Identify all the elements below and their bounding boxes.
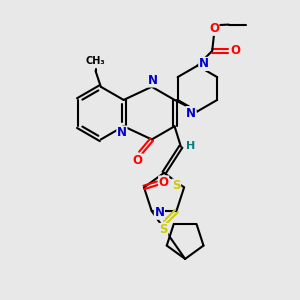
Text: N: N — [117, 126, 127, 139]
Text: O: O — [209, 22, 219, 35]
Text: O: O — [159, 176, 169, 189]
Text: S: S — [159, 224, 168, 236]
Text: N: N — [186, 106, 196, 120]
Text: H: H — [186, 141, 195, 151]
Text: S: S — [172, 179, 181, 192]
Text: CH₃: CH₃ — [86, 56, 105, 66]
Text: O: O — [133, 154, 143, 167]
Text: O: O — [231, 44, 241, 57]
Text: N: N — [199, 57, 209, 70]
Text: N: N — [148, 74, 158, 87]
Text: N: N — [154, 206, 164, 219]
